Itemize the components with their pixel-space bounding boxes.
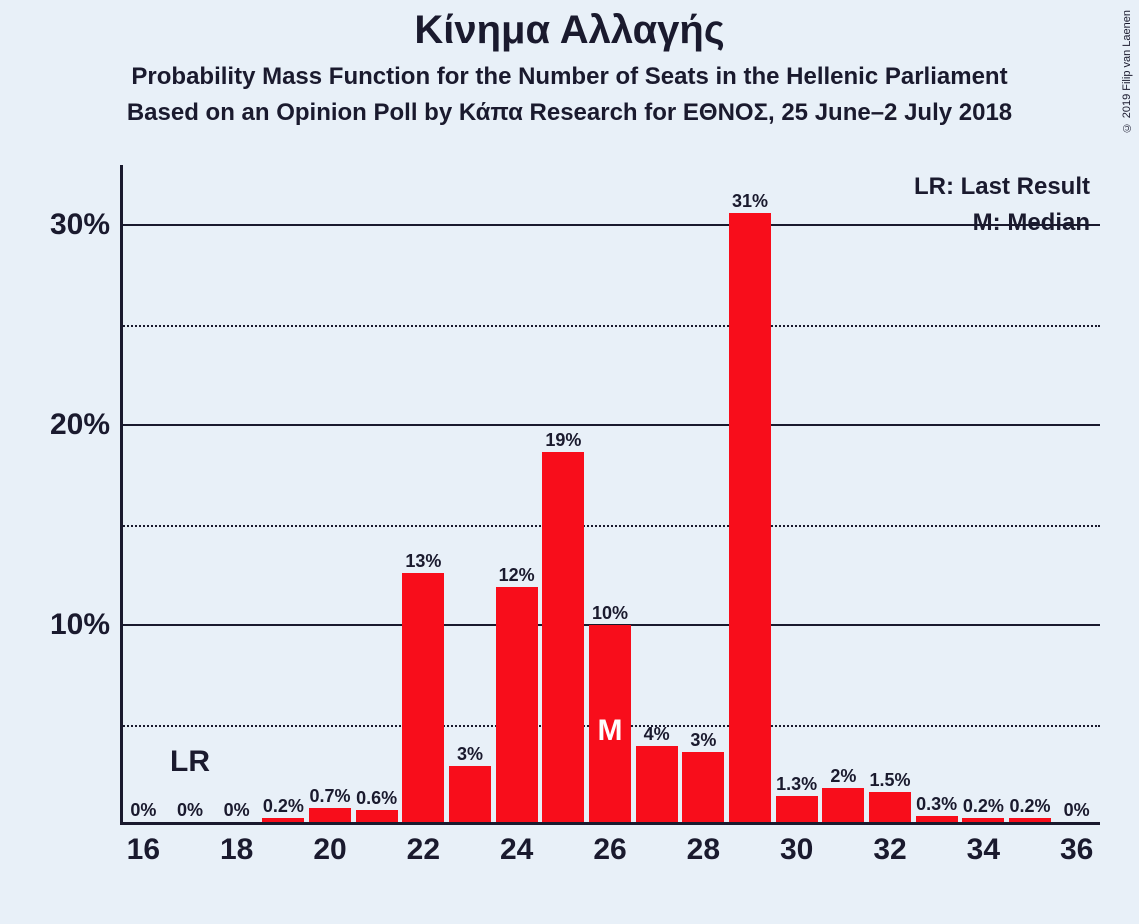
x-axis	[120, 822, 1100, 825]
bar-value-label: 19%	[545, 430, 581, 451]
bar-value-label: 0.2%	[963, 796, 1004, 817]
bar-value-label: 0.2%	[1009, 796, 1050, 817]
bar-value-label: 13%	[405, 551, 441, 572]
copyright-text: © 2019 Filip van Laenen	[1121, 10, 1133, 133]
chart-title: Κίνημα Αλλαγής	[0, 8, 1139, 53]
bar-value-label: 1.3%	[776, 774, 817, 795]
chart-plot-area: LR: Last Result M: Median 10%20%30%16182…	[120, 165, 1100, 825]
bar	[962, 818, 1004, 822]
bar	[542, 452, 584, 822]
bar-value-label: 31%	[732, 191, 768, 212]
bar	[449, 766, 491, 822]
bar-value-label: 0.2%	[263, 796, 304, 817]
bar-value-label: 0%	[1064, 800, 1090, 821]
grid-minor	[120, 525, 1100, 527]
x-tick-label: 30	[780, 833, 813, 867]
x-tick-label: 20	[313, 833, 346, 867]
bar-value-label: 0.6%	[356, 788, 397, 809]
x-tick-label: 18	[220, 833, 253, 867]
legend-lr: LR: Last Result	[914, 173, 1090, 201]
bar	[636, 746, 678, 822]
x-tick-label: 32	[873, 833, 906, 867]
bar-value-label: 0.3%	[916, 794, 957, 815]
bar	[1009, 818, 1051, 822]
grid-major	[120, 424, 1100, 426]
bar-value-label: 4%	[644, 724, 670, 745]
bar-value-label: 3%	[690, 730, 716, 751]
bar-value-label: 0.7%	[309, 786, 350, 807]
bar	[356, 810, 398, 822]
y-tick-label: 30%	[50, 208, 110, 242]
bar	[776, 796, 818, 822]
y-tick-label: 20%	[50, 408, 110, 442]
x-tick-label: 16	[127, 833, 160, 867]
bar	[402, 573, 444, 822]
x-tick-label: 22	[407, 833, 440, 867]
bar	[682, 752, 724, 822]
median-marker: M	[598, 714, 623, 748]
x-tick-label: 26	[593, 833, 626, 867]
x-tick-label: 24	[500, 833, 533, 867]
bar	[869, 792, 911, 822]
x-tick-label: 36	[1060, 833, 1093, 867]
bar-value-label: 12%	[499, 565, 535, 586]
chart-subtitle-1: Probability Mass Function for the Number…	[0, 59, 1139, 95]
bar	[916, 816, 958, 822]
y-tick-label: 10%	[50, 608, 110, 642]
legend-m: M: Median	[973, 209, 1090, 237]
x-tick-label: 34	[967, 833, 1000, 867]
chart-subtitle-2: Based on an Opinion Poll by Κάπα Researc…	[0, 95, 1139, 131]
bar	[729, 213, 771, 822]
bar-value-label: 3%	[457, 744, 483, 765]
bar-value-label: 0%	[177, 800, 203, 821]
grid-minor	[120, 325, 1100, 327]
bar	[822, 788, 864, 822]
bar	[496, 587, 538, 822]
grid-major	[120, 224, 1100, 226]
bar-value-label: 0%	[224, 800, 250, 821]
bar-value-label: 1.5%	[869, 770, 910, 791]
lr-marker: LR	[170, 745, 210, 779]
x-tick-label: 28	[687, 833, 720, 867]
bar	[309, 808, 351, 822]
bar	[262, 818, 304, 822]
bar-value-label: 2%	[830, 766, 856, 787]
bar-value-label: 0%	[130, 800, 156, 821]
bar-value-label: 10%	[592, 603, 628, 624]
